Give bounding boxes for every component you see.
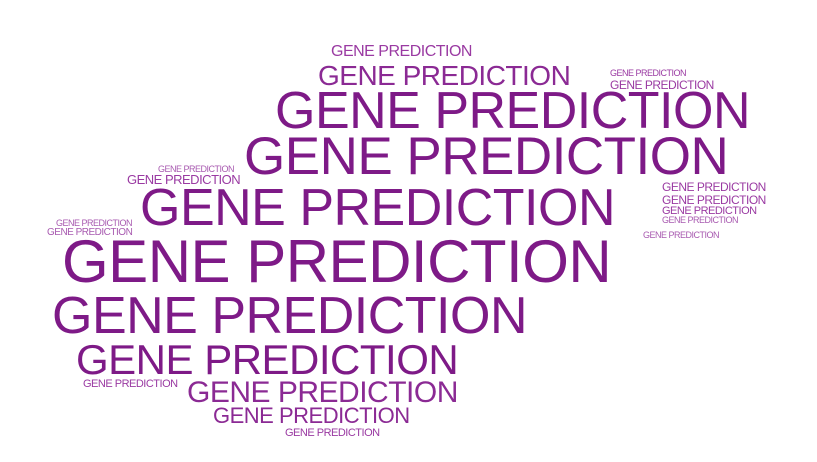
word-cloud-term: GENE PREDICTION xyxy=(52,287,528,345)
word-cloud-term: GENE PREDICTION xyxy=(275,82,751,140)
word-cloud-term: GENE PREDICTION xyxy=(140,179,616,237)
word-cloud-term: GENE PREDICTION xyxy=(610,68,687,78)
word-cloud-term: GENE PREDICTION xyxy=(158,164,235,174)
word-cloud-term: GENE PREDICTION xyxy=(610,78,714,92)
word-cloud-term: GENE PREDICTION xyxy=(62,228,612,295)
word-cloud-term: GENE PREDICTION xyxy=(662,215,739,225)
word-cloud-term: GENE PREDICTION xyxy=(47,227,133,238)
word-cloud-term: GENE PREDICTION xyxy=(285,427,380,439)
word-cloud-term: GENE PREDICTION xyxy=(643,230,720,240)
word-cloud-term: GENE PREDICTION xyxy=(662,180,766,194)
word-cloud-term: GENE PREDICTION xyxy=(187,376,458,409)
word-cloud-term: GENE PREDICTION xyxy=(662,193,766,207)
word-cloud-term: GENE PREDICTION xyxy=(244,127,729,186)
word-cloud-term: GENE PREDICTION xyxy=(56,218,133,228)
word-cloud-term: GENE PREDICTION xyxy=(83,378,178,390)
word-cloud-term: GENE PREDICTION xyxy=(662,205,757,217)
word-cloud-term: GENE PREDICTION xyxy=(318,60,571,91)
word-cloud-term: GENE PREDICTION xyxy=(76,336,459,383)
word-cloud-term: GENE PREDICTION xyxy=(213,403,410,428)
word-cloud-term: GENE PREDICTION xyxy=(331,43,472,60)
word-cloud-term: GENE PREDICTION xyxy=(127,172,241,187)
